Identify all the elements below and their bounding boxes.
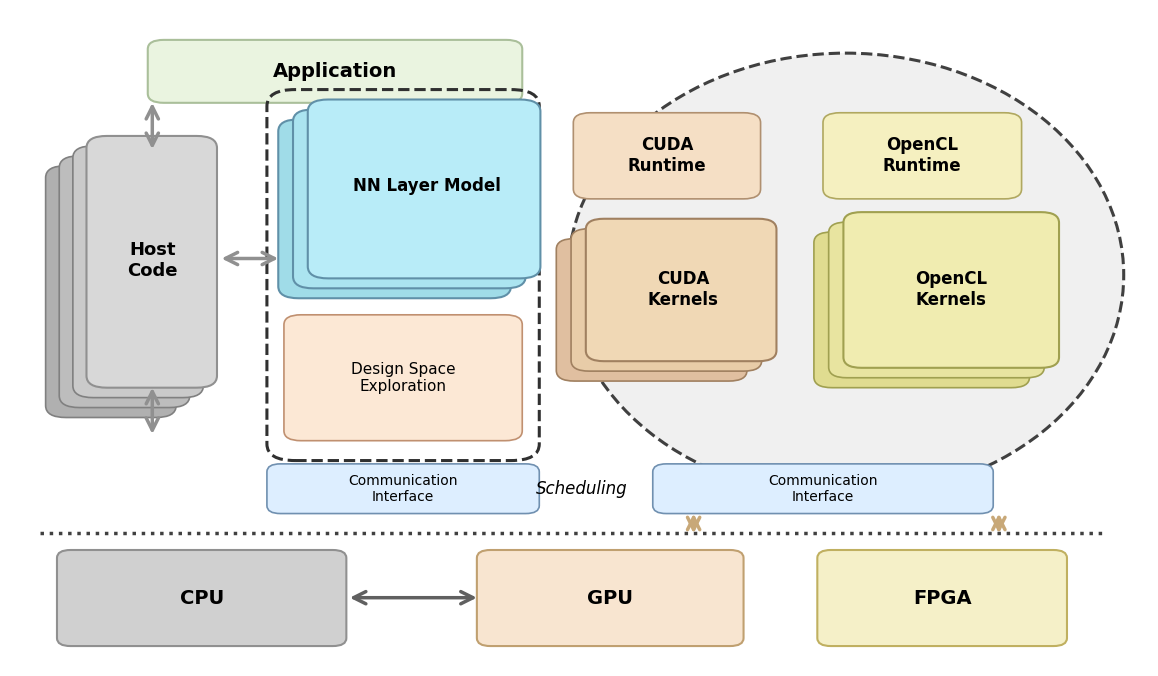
FancyBboxPatch shape xyxy=(87,136,217,388)
FancyBboxPatch shape xyxy=(59,156,190,408)
Text: Communication
Interface: Communication Interface xyxy=(768,474,878,504)
FancyBboxPatch shape xyxy=(818,550,1067,646)
FancyBboxPatch shape xyxy=(556,239,747,381)
Ellipse shape xyxy=(567,53,1123,497)
Text: Scheduling: Scheduling xyxy=(535,480,628,498)
Text: CUDA
Kernels: CUDA Kernels xyxy=(648,270,719,309)
FancyBboxPatch shape xyxy=(148,40,522,103)
FancyBboxPatch shape xyxy=(73,146,204,397)
FancyBboxPatch shape xyxy=(586,219,777,361)
Text: NN Layer Model: NN Layer Model xyxy=(353,176,501,195)
FancyBboxPatch shape xyxy=(653,464,994,514)
FancyBboxPatch shape xyxy=(266,464,540,514)
Text: CPU: CPU xyxy=(179,589,223,608)
Text: OpenCL
Runtime: OpenCL Runtime xyxy=(884,137,961,175)
FancyBboxPatch shape xyxy=(284,315,522,441)
Text: Design Space
Exploration: Design Space Exploration xyxy=(351,362,455,394)
FancyBboxPatch shape xyxy=(823,113,1021,199)
Text: FPGA: FPGA xyxy=(913,589,972,608)
Text: Host
Code: Host Code xyxy=(127,241,177,280)
FancyBboxPatch shape xyxy=(829,222,1045,378)
FancyBboxPatch shape xyxy=(477,550,743,646)
Text: CUDA
Runtime: CUDA Runtime xyxy=(628,137,706,175)
FancyBboxPatch shape xyxy=(308,99,541,279)
FancyBboxPatch shape xyxy=(814,232,1029,388)
Text: Application: Application xyxy=(273,62,397,81)
Text: Communication
Interface: Communication Interface xyxy=(349,474,457,504)
FancyBboxPatch shape xyxy=(57,550,346,646)
FancyBboxPatch shape xyxy=(45,166,176,418)
FancyBboxPatch shape xyxy=(293,110,526,288)
FancyBboxPatch shape xyxy=(843,212,1060,368)
Text: OpenCL
Kernels: OpenCL Kernels xyxy=(915,270,988,309)
FancyBboxPatch shape xyxy=(573,113,761,199)
Text: GPU: GPU xyxy=(587,589,633,608)
FancyBboxPatch shape xyxy=(278,120,511,298)
FancyBboxPatch shape xyxy=(571,228,762,371)
